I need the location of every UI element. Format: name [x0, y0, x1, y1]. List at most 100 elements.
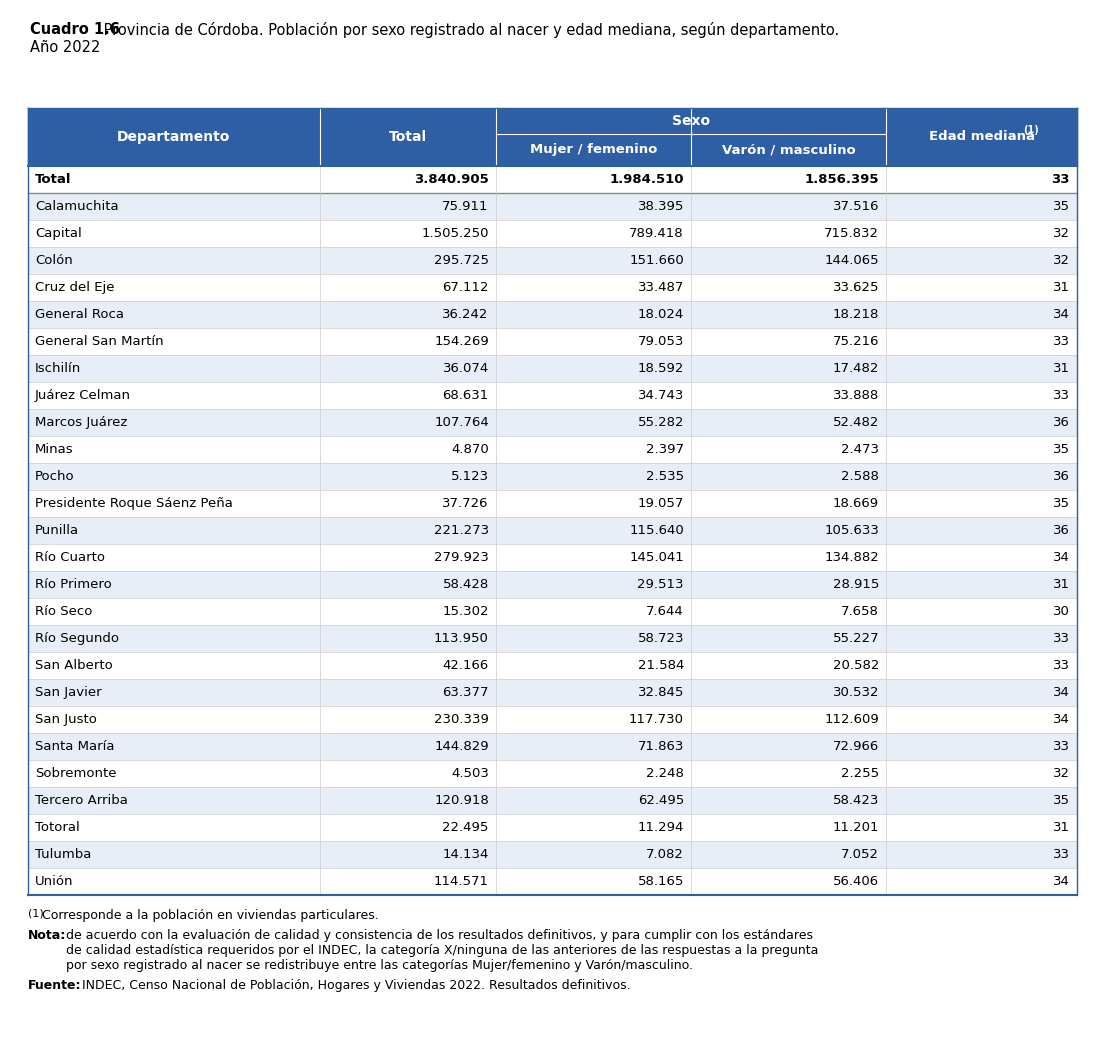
Text: 117.730: 117.730: [629, 713, 684, 726]
Text: Capital: Capital: [35, 227, 82, 240]
Bar: [28, 193, 1077, 220]
Text: 75.911: 75.911: [442, 200, 488, 213]
Text: 115.640: 115.640: [629, 524, 684, 537]
Text: Año 2022: Año 2022: [30, 40, 101, 55]
Text: 31: 31: [1053, 578, 1070, 591]
Text: 34: 34: [1053, 551, 1070, 564]
Text: 79.053: 79.053: [638, 335, 684, 348]
Text: 75.216: 75.216: [832, 335, 880, 348]
Text: 72.966: 72.966: [833, 740, 880, 753]
Text: 154.269: 154.269: [434, 335, 488, 348]
Text: 144.829: 144.829: [434, 740, 488, 753]
Text: 33: 33: [1053, 848, 1070, 861]
Text: 2.397: 2.397: [646, 443, 684, 456]
Text: 29.513: 29.513: [638, 578, 684, 591]
Bar: [28, 814, 1077, 841]
Text: 1.856.395: 1.856.395: [804, 173, 880, 185]
Text: 37.516: 37.516: [832, 200, 880, 213]
Text: 62.495: 62.495: [638, 794, 684, 807]
Text: 33: 33: [1053, 335, 1070, 348]
Text: 113.950: 113.950: [434, 632, 488, 644]
Bar: [28, 166, 1077, 193]
Bar: [28, 328, 1077, 355]
Text: Tulumba: Tulumba: [35, 848, 92, 861]
Text: 36: 36: [1053, 416, 1070, 429]
Text: Corresponde a la población en viviendas particulares.: Corresponde a la población en viviendas …: [42, 909, 379, 922]
Text: Nota:: Nota:: [28, 929, 66, 942]
Text: de acuerdo con la evaluación de calidad y consistencia de los resultados definit: de acuerdo con la evaluación de calidad …: [66, 929, 819, 972]
Text: 56.406: 56.406: [833, 874, 880, 888]
Text: 58.165: 58.165: [638, 874, 684, 888]
Text: 15.302: 15.302: [442, 605, 488, 618]
Text: 37.726: 37.726: [442, 497, 488, 510]
Text: 30.532: 30.532: [832, 686, 880, 699]
Text: Fuente:: Fuente:: [28, 979, 82, 992]
Text: 279.923: 279.923: [434, 551, 488, 564]
Text: 33: 33: [1053, 659, 1070, 672]
Text: 1.505.250: 1.505.250: [421, 227, 488, 240]
Text: San Justo: San Justo: [35, 713, 97, 726]
Text: 7.658: 7.658: [841, 605, 880, 618]
Text: 22.495: 22.495: [442, 822, 488, 834]
Text: Río Segundo: Río Segundo: [35, 632, 119, 644]
Text: 71.863: 71.863: [638, 740, 684, 753]
Bar: [28, 706, 1077, 734]
Text: INDEC, Censo Nacional de Población, Hogares y Viviendas 2022. Resultados definit: INDEC, Censo Nacional de Población, Hoga…: [78, 979, 631, 992]
Text: 19.057: 19.057: [638, 497, 684, 510]
Text: (1): (1): [28, 909, 48, 919]
Text: 42.166: 42.166: [443, 659, 488, 672]
Bar: [28, 355, 1077, 382]
Text: (1): (1): [1023, 125, 1040, 135]
Bar: [28, 273, 1077, 301]
Text: Marcos Juárez: Marcos Juárez: [35, 416, 127, 429]
Bar: [28, 409, 1077, 436]
Text: 2.248: 2.248: [646, 767, 684, 780]
Text: 36: 36: [1053, 524, 1070, 537]
Bar: [28, 734, 1077, 760]
Text: 2.473: 2.473: [841, 443, 880, 456]
Bar: [28, 598, 1077, 625]
Text: 18.669: 18.669: [833, 497, 880, 510]
Text: 112.609: 112.609: [824, 713, 880, 726]
Text: 17.482: 17.482: [833, 363, 880, 375]
Text: Provincia de Córdoba. Población por sexo registrado al nacer y edad mediana, seg: Provincia de Córdoba. Población por sexo…: [99, 22, 840, 38]
Text: 31: 31: [1053, 363, 1070, 375]
Text: Cuadro 1.6: Cuadro 1.6: [30, 22, 119, 37]
Text: 36.242: 36.242: [442, 308, 488, 321]
Text: 58.428: 58.428: [443, 578, 488, 591]
Text: San Javier: San Javier: [35, 686, 102, 699]
Text: 11.201: 11.201: [832, 822, 880, 834]
Text: General San Martín: General San Martín: [35, 335, 164, 348]
Text: 33: 33: [1053, 740, 1070, 753]
Text: 221.273: 221.273: [434, 524, 488, 537]
Text: 120.918: 120.918: [434, 794, 488, 807]
Text: 35: 35: [1053, 443, 1070, 456]
Text: Varón / masculino: Varón / masculino: [722, 143, 855, 157]
Text: Departamento: Departamento: [117, 130, 231, 144]
Bar: [28, 544, 1077, 571]
Text: 144.065: 144.065: [824, 254, 880, 267]
Bar: [28, 679, 1077, 706]
Text: 35: 35: [1053, 794, 1070, 807]
Text: 32.845: 32.845: [638, 686, 684, 699]
Bar: [28, 108, 1077, 166]
Text: Edad mediana: Edad mediana: [928, 130, 1034, 143]
Text: 31: 31: [1053, 822, 1070, 834]
Text: 715.832: 715.832: [824, 227, 880, 240]
Text: 230.339: 230.339: [434, 713, 488, 726]
Text: Sexo: Sexo: [672, 114, 711, 128]
Text: 35: 35: [1053, 200, 1070, 213]
Bar: [28, 760, 1077, 787]
Text: 34: 34: [1053, 713, 1070, 726]
Text: Total: Total: [35, 173, 72, 185]
Bar: [28, 868, 1077, 895]
Text: 7.082: 7.082: [646, 848, 684, 861]
Text: 32: 32: [1053, 254, 1070, 267]
Text: 33: 33: [1053, 632, 1070, 644]
Text: 789.418: 789.418: [630, 227, 684, 240]
Text: 36: 36: [1053, 470, 1070, 483]
Text: Unión: Unión: [35, 874, 74, 888]
Text: 105.633: 105.633: [824, 524, 880, 537]
Bar: [28, 625, 1077, 652]
Text: 7.052: 7.052: [841, 848, 880, 861]
